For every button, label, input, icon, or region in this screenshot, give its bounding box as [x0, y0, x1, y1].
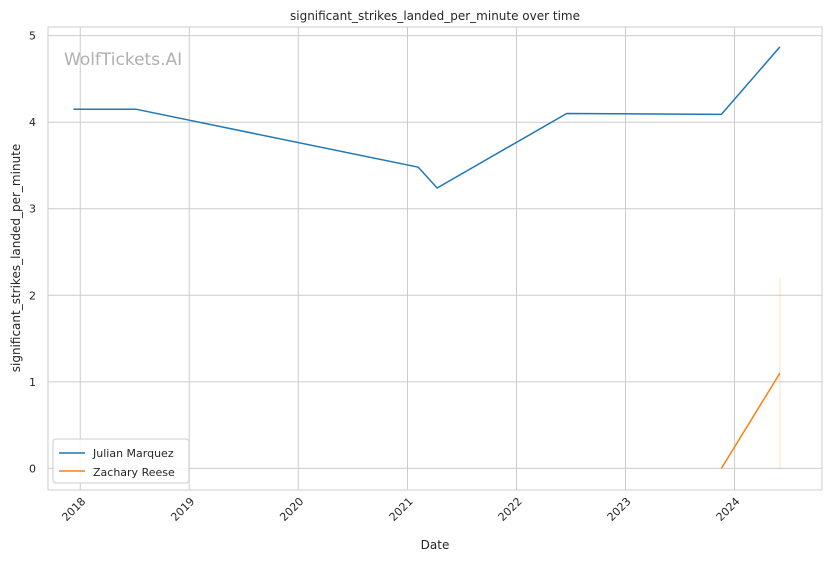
y-tick-label: 2	[29, 289, 36, 302]
y-axis-title: significant_strikes_landed_per_minute	[9, 144, 23, 373]
y-tick-labels: 0 1 2 3 4 5	[29, 30, 36, 476]
watermark: WolfTickets.AI	[64, 50, 182, 70]
y-tick-label: 4	[29, 116, 36, 129]
x-tick-labels: 2018 2019 2020 2021 2022 2023 2024	[59, 495, 742, 524]
legend: Julian Marquez Zachary Reese	[52, 438, 190, 484]
x-tick-label: 2020	[277, 495, 306, 524]
grid	[48, 27, 822, 490]
y-tick-label: 0	[29, 462, 36, 475]
x-tick-label: 2018	[59, 495, 88, 524]
x-tick-label: 2024	[714, 495, 743, 524]
x-tick-label: 2019	[168, 495, 197, 524]
series-layer	[73, 46, 781, 469]
x-tick-label: 2021	[387, 495, 416, 524]
y-tick-label: 5	[29, 30, 36, 43]
legend-label-julian-marquez: Julian Marquez	[92, 447, 174, 460]
plot-area-frame	[47, 26, 823, 491]
series-line-zachary-reese	[720, 372, 781, 469]
x-axis-title: Date	[421, 538, 450, 552]
x-tick-label: 2023	[605, 495, 634, 524]
x-tick-label: 2022	[496, 495, 525, 524]
legend-box	[52, 438, 190, 484]
y-tick-label: 1	[29, 376, 36, 389]
chart-title: significant_strikes_landed_per_minute ov…	[290, 9, 580, 23]
series-line-julian-marquez	[73, 46, 781, 189]
y-tick-label: 3	[29, 203, 36, 216]
legend-label-zachary-reese: Zachary Reese	[93, 466, 175, 479]
